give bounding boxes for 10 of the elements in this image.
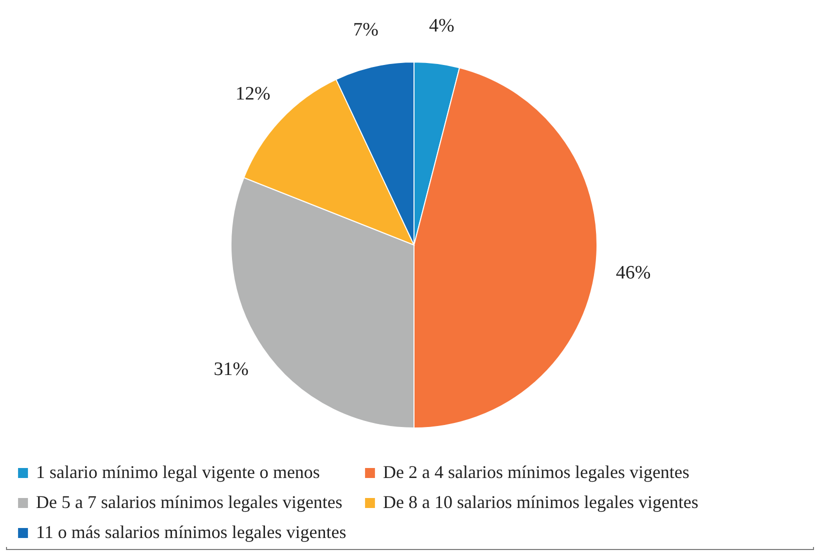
legend-label: 11 o más salarios mínimos legales vigentes <box>36 522 346 542</box>
data-label: 46% <box>616 262 651 284</box>
legend-label: De 5 a 7 salarios mínimos legales vigentes <box>36 492 342 512</box>
data-label: 31% <box>214 359 249 380</box>
legend-label: De 8 a 10 salarios mínimos legales vigentes <box>383 492 698 512</box>
legend-label: 1 salario mínimo legal vigente o menos <box>36 462 320 482</box>
data-label: 7% <box>353 19 379 40</box>
legend-label: De 2 a 4 salarios mínimos legales vigentes <box>383 462 690 482</box>
data-label: 4% <box>429 16 455 37</box>
data-label: 12% <box>235 84 270 105</box>
